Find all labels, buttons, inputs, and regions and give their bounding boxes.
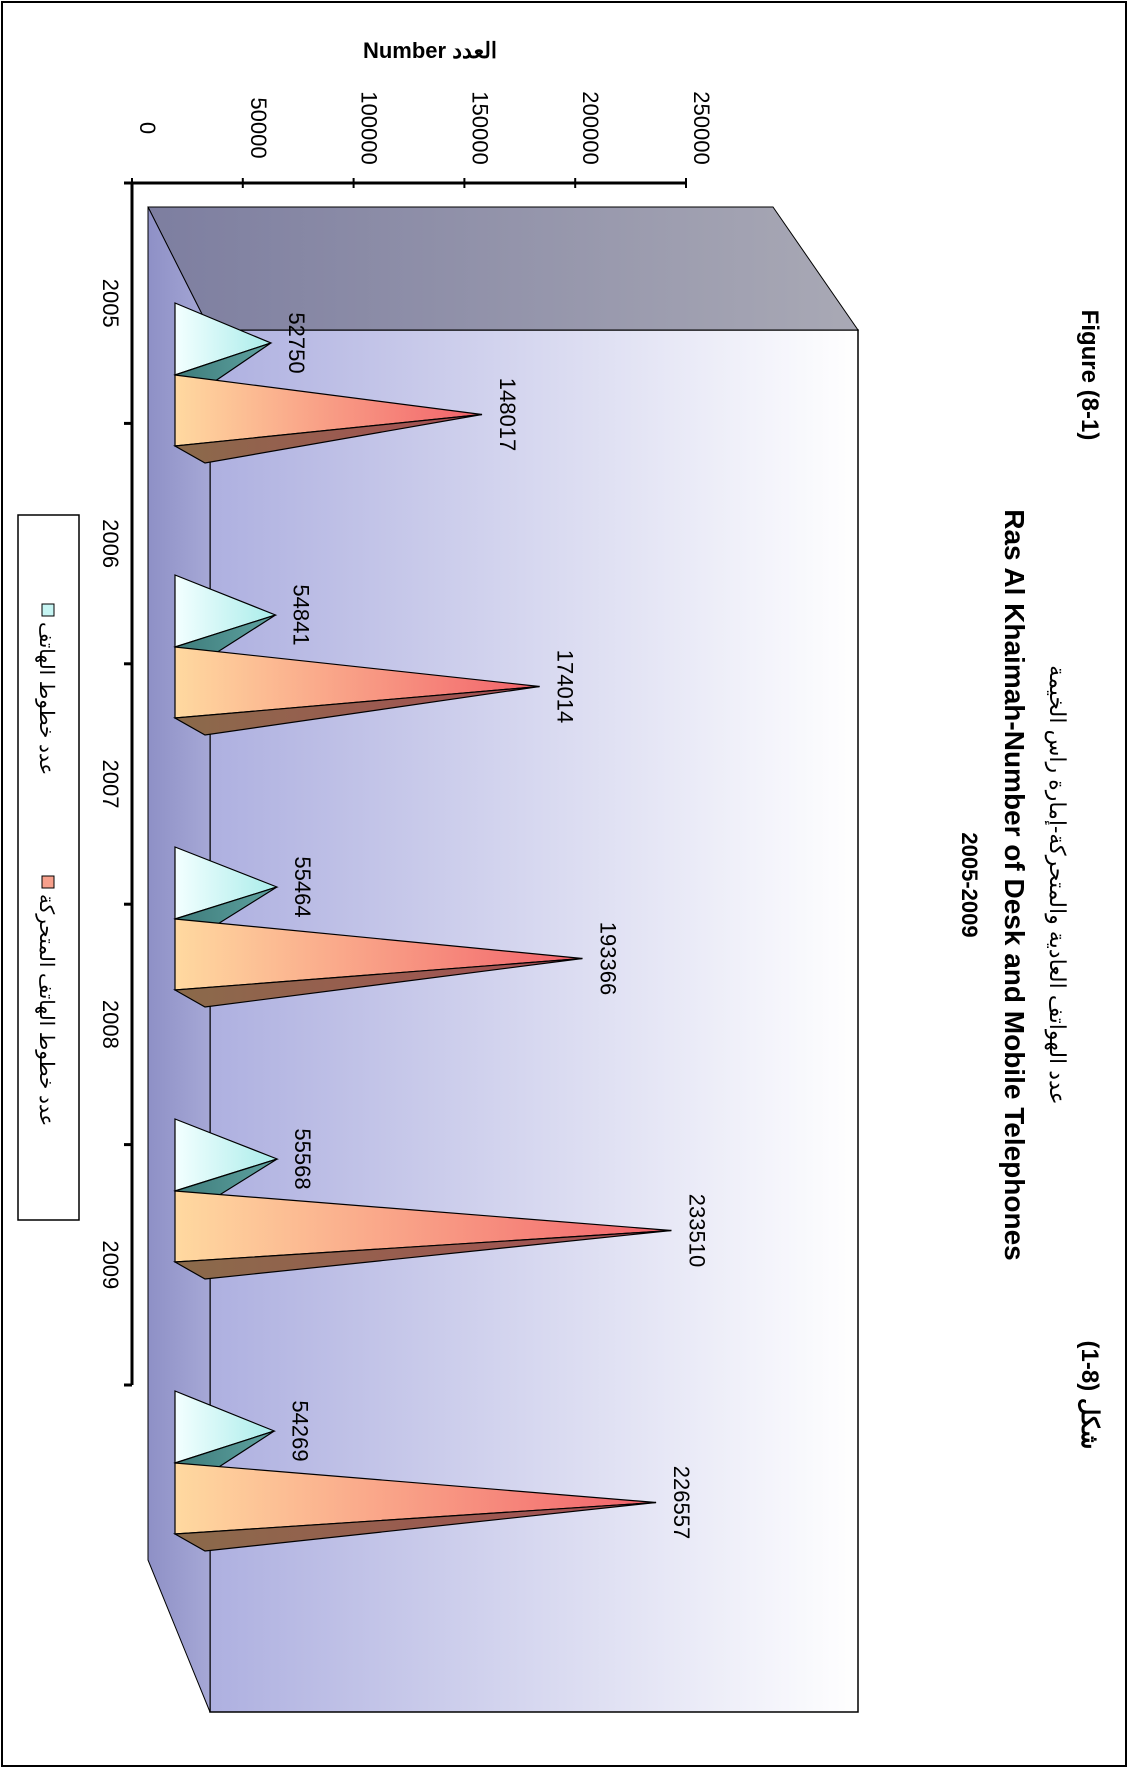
value-axis-tick-label: 0 <box>135 122 160 134</box>
category-axis-tick-label: 2009 <box>98 1240 123 1289</box>
data-label: 55464 <box>290 856 315 917</box>
category-axis-tick-label: 2007 <box>98 760 123 809</box>
value-axis-tick-label: 50000 <box>246 97 271 158</box>
pyramid-face-side <box>172 1501 657 1552</box>
legend-swatch-fixed <box>41 603 55 617</box>
legend-box <box>17 514 80 1221</box>
data-label: 193366 <box>595 922 620 995</box>
data-label: 174014 <box>553 650 578 723</box>
value-axis-tick-labels: 0 50000 100000 150000 200000 250000 <box>135 91 714 164</box>
value-axis-tick-label: 250000 <box>689 91 714 164</box>
pyramid-face-side <box>173 413 483 464</box>
data-labels: 52750 54841 55464 55568 54269 148017 174014 193… <box>284 312 710 1539</box>
legend-swatch-mobile <box>41 875 55 889</box>
pyramid-bar <box>172 1190 672 1280</box>
pyramid-face-side <box>173 685 540 736</box>
figure-label: Figure (8-1) <box>1076 310 1103 441</box>
chart-marks <box>172 302 672 1552</box>
figure-label-arabic: شكل (8-1) <box>1076 1341 1103 1450</box>
data-label: 148017 <box>495 378 520 451</box>
chart-title-arabic: عدد الهواتف العادية والمتحركة-إمارة راس … <box>1044 665 1070 1104</box>
legend-label-fixed: عدد خطوط الهاتف <box>35 622 57 775</box>
pyramid-bar <box>173 646 540 736</box>
pyramid-bar <box>172 918 583 1008</box>
category-axis-tick-labels: 2005 2006 2007 2008 2009 <box>98 279 123 1290</box>
data-label: 226557 <box>669 1466 694 1539</box>
value-axis-tick-label: 100000 <box>357 91 382 164</box>
data-label: 52750 <box>284 312 309 373</box>
value-axis-tick-label: 200000 <box>578 91 603 164</box>
value-axis-title: Number العدد <box>363 38 497 63</box>
pyramid-bar <box>173 374 483 464</box>
data-label: 54841 <box>289 584 314 645</box>
pyramid-bar <box>172 1462 657 1552</box>
category-axis-tick-label: 2008 <box>98 1000 123 1049</box>
category-axis-tick-label: 2005 <box>98 279 123 328</box>
legend: عدد خطوط الهاتف عدد خطوط الهاتف المتحركة <box>17 514 80 1221</box>
data-label: 54269 <box>287 1400 312 1461</box>
category-axis-tick-label: 2006 <box>98 519 123 568</box>
data-label: 233510 <box>684 1194 709 1267</box>
data-label: 55568 <box>290 1128 315 1189</box>
pyramid-face-side <box>172 1229 672 1280</box>
value-axis-tick-label: 150000 <box>467 91 492 164</box>
legend-label-mobile: عدد خطوط الهاتف المتحركة <box>35 894 57 1126</box>
chart-title: Ras Al Khaimah-Number of Desk and Mobile… <box>999 509 1030 1260</box>
chart-subtitle: 2005-2009 <box>957 832 982 937</box>
axes <box>124 178 687 1387</box>
side-wall <box>147 206 859 331</box>
pyramid-face-side <box>172 957 583 1008</box>
